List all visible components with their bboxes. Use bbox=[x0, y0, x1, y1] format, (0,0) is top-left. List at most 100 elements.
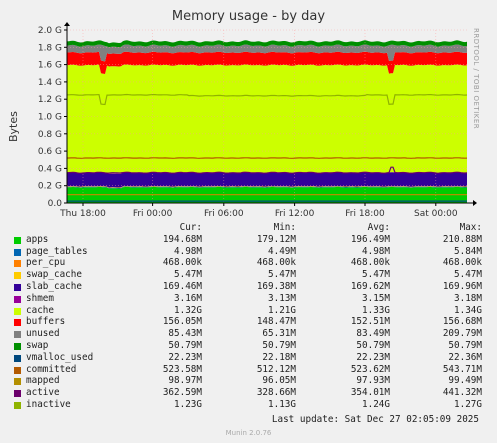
y-tick-label: 1.4 G bbox=[38, 78, 62, 88]
legend-name: swap_cache bbox=[26, 269, 82, 281]
area-page-tables bbox=[67, 186, 467, 189]
legend-item-active: active 362.59M 328.66M 354.01M 441.32M bbox=[12, 387, 492, 399]
legend-name: cache bbox=[26, 304, 54, 316]
legend-name: vmalloc_used bbox=[26, 351, 94, 363]
legend-min: 169.38M bbox=[256, 280, 296, 292]
legend-min: 4.49M bbox=[268, 245, 296, 257]
footer-version: Munin 2.0.76 bbox=[225, 429, 272, 437]
legend: Cur: Min: Avg: Max: apps 194.68M 179.12M 19… bbox=[12, 222, 492, 411]
legend-min: 512.12M bbox=[256, 363, 296, 375]
line-active bbox=[66, 166, 468, 174]
area-swap-cache bbox=[67, 186, 467, 188]
y-ticks: 0.0 0.2 G 0.4 G 0.6 G 0.8 G 1.0 G 1.2 G 1.4 G 1.… bbox=[38, 26, 67, 209]
legend-cur: 523.58M bbox=[162, 363, 202, 375]
legend-name: buffers bbox=[26, 316, 66, 328]
line-inactive bbox=[66, 93, 468, 106]
area-swap bbox=[67, 40, 467, 48]
grid-lines bbox=[67, 29, 467, 203]
legend-avg: 152.51M bbox=[350, 316, 390, 328]
legend-item-cache: cache 1.32G 1.21G 1.33G 1.34G bbox=[12, 305, 492, 317]
legend-min: 179.12M bbox=[256, 233, 296, 245]
legend-item-swap-cache: swap_cache 5.47M 5.47M 5.47M 5.47M bbox=[12, 269, 492, 281]
legend-max: 156.68M bbox=[442, 316, 482, 328]
legend-min: 328.66M bbox=[256, 387, 296, 399]
legend-max: 210.88M bbox=[442, 233, 482, 245]
overlay-lines bbox=[66, 93, 468, 202]
legend-item-committed: committed 523.58M 512.12M 523.62M 543.71M bbox=[12, 364, 492, 376]
legend-min: 5.47M bbox=[268, 269, 296, 281]
legend-swatch bbox=[14, 248, 21, 256]
area-unused bbox=[67, 44, 467, 62]
legend-avg: 50.79M bbox=[356, 339, 390, 351]
legend-item-apps: apps 194.68M 179.12M 196.49M 210.88M bbox=[12, 234, 492, 246]
legend-max: 1.27G bbox=[454, 398, 482, 410]
last-update: Last update: Sat Dec 27 02:05:09 2025 bbox=[271, 414, 479, 425]
legend-avg: 354.01M bbox=[350, 387, 390, 399]
y-tick-label: 1.0 G bbox=[38, 113, 62, 123]
legend-item-mapped: mapped 98.97M 96.05M 97.93M 99.49M bbox=[12, 375, 492, 387]
legend-max: 3.18M bbox=[454, 292, 482, 304]
legend-cur: 1.23G bbox=[174, 398, 202, 410]
legend-avg: 22.23M bbox=[356, 351, 390, 363]
legend-avg: 1.33G bbox=[362, 304, 390, 316]
legend-swatch bbox=[14, 236, 21, 244]
legend-rows: apps 194.68M 179.12M 196.49M 210.88M page_tab… bbox=[12, 234, 492, 411]
legend-header-avg: Avg: bbox=[367, 222, 390, 233]
chart-title: Memory usage - by day bbox=[171, 9, 326, 24]
legend-cur: 85.43M bbox=[168, 328, 202, 340]
x-tick-label: Fri 12:00 bbox=[275, 209, 315, 219]
legend-min: 65.31M bbox=[262, 328, 296, 340]
legend-cur: 3.16M bbox=[174, 292, 202, 304]
legend-name: swap bbox=[26, 339, 49, 351]
legend-item-page-tables: page_tables 4.98M 4.49M 4.98M 5.84M bbox=[12, 246, 492, 258]
legend-max: 468.00k bbox=[442, 257, 482, 269]
legend-max: 50.79M bbox=[448, 339, 482, 351]
legend-swatch bbox=[14, 260, 21, 268]
legend-max: 5.47M bbox=[454, 269, 482, 281]
x-tick-label: Fri 18:00 bbox=[345, 209, 385, 219]
legend-cur: 362.59M bbox=[162, 387, 202, 399]
area-buffers bbox=[67, 51, 467, 74]
legend-avg: 83.49M bbox=[356, 328, 390, 340]
legend-name: apps bbox=[26, 233, 49, 245]
y-tick-label: 0.2 G bbox=[38, 182, 62, 192]
legend-cur: 50.79M bbox=[168, 339, 202, 351]
x-tick-label: Fri 00:00 bbox=[133, 209, 173, 219]
legend-cur: 194.68M bbox=[162, 233, 202, 245]
legend-avg: 196.49M bbox=[350, 233, 390, 245]
legend-name: unused bbox=[26, 328, 60, 340]
legend-name: inactive bbox=[26, 398, 71, 410]
legend-swatch bbox=[14, 390, 21, 398]
legend-item-inactive: inactive 1.23G 1.13G 1.24G 1.27G bbox=[12, 399, 492, 411]
legend-item-swap: swap 50.79M 50.79M 50.79M 50.79M bbox=[12, 340, 492, 352]
stack-areas bbox=[67, 40, 467, 203]
legend-cur: 98.97M bbox=[168, 375, 202, 387]
legend-cur: 1.32G bbox=[174, 304, 202, 316]
y-tick-label: 1.2 G bbox=[38, 95, 62, 105]
legend-swatch bbox=[14, 354, 21, 362]
x-axis-arrow bbox=[473, 200, 477, 206]
legend-avg: 97.93M bbox=[356, 375, 390, 387]
legend-swatch bbox=[14, 295, 21, 303]
legend-max: 99.49M bbox=[448, 375, 482, 387]
chart-plot: 0.0 0.2 G 0.4 G 0.6 G 0.8 G 1.0 G 1.2 G 1.4 G 1.… bbox=[38, 22, 477, 219]
legend-name: shmem bbox=[26, 292, 54, 304]
x-tick-label: Thu 18:00 bbox=[59, 209, 106, 219]
area-slab-cache bbox=[67, 172, 467, 188]
y-tick-label: 0.4 G bbox=[38, 164, 62, 174]
y-tick-label: 2.0 G bbox=[38, 26, 62, 36]
legend-cur: 468.00k bbox=[162, 257, 202, 269]
legend-min: 1.13G bbox=[268, 398, 296, 410]
legend-swatch bbox=[14, 307, 21, 315]
legend-name: active bbox=[26, 387, 60, 399]
legend-max: 543.71M bbox=[442, 363, 482, 375]
area-cache bbox=[67, 64, 467, 174]
legend-cur: 4.98M bbox=[174, 245, 202, 257]
y-tick-label: 0.6 G bbox=[38, 147, 62, 157]
legend-name: mapped bbox=[26, 375, 60, 387]
legend-swatch bbox=[14, 319, 21, 327]
legend-item-per-cpu: per_cpu 468.00k 468.00k 468.00k 468.00k bbox=[12, 257, 492, 269]
legend-avg: 169.62M bbox=[350, 280, 390, 292]
legend-item-vmalloc-used: vmalloc_used 22.23M 22.18M 22.23M 22.36M bbox=[12, 352, 492, 364]
line-committed bbox=[67, 157, 468, 159]
